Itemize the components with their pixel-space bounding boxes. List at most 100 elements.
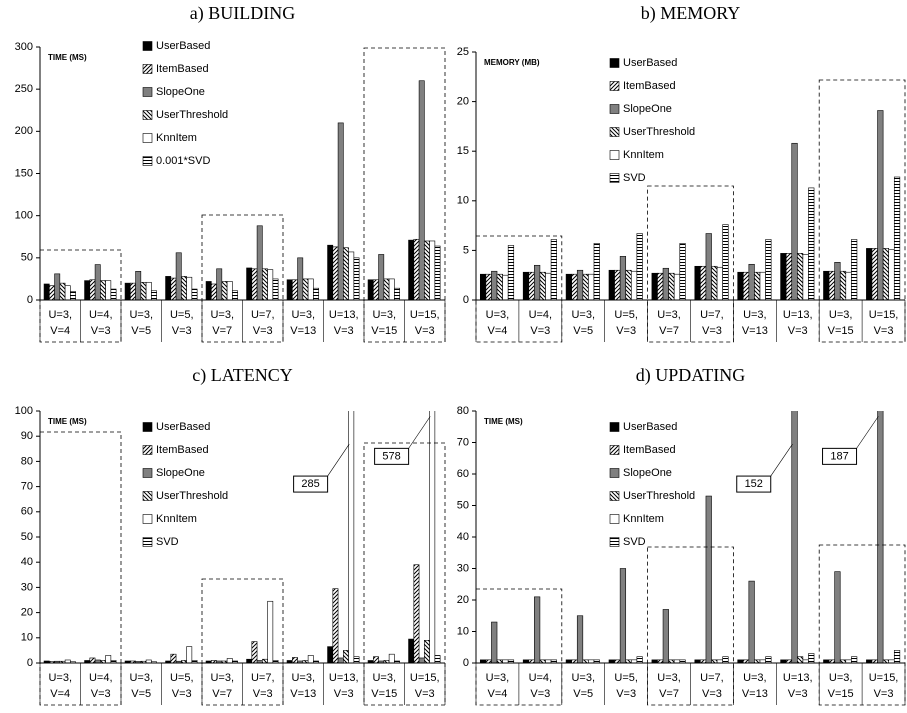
bar [834, 571, 841, 663]
bar [522, 271, 530, 300]
bar [507, 245, 515, 300]
y-tick-label: 50 [21, 252, 33, 264]
legend-label: SVD [623, 536, 646, 548]
legend-label: UserThreshold [156, 109, 228, 121]
bar [657, 272, 664, 300]
bar [851, 656, 858, 663]
bar [866, 248, 873, 300]
bar [313, 287, 319, 300]
x-tick-label: V=3 [616, 688, 636, 700]
bar [576, 615, 584, 663]
y-tick-label: 10 [457, 195, 469, 207]
bar [636, 656, 643, 663]
y-tick-label: 80 [21, 455, 33, 467]
x-tick-label: U=3, [210, 672, 234, 684]
x-tick-label: U=5, [614, 309, 638, 321]
legend-label: ItemBased [156, 63, 209, 75]
bar [105, 655, 112, 663]
bar [348, 251, 355, 300]
x-tick-label: V=3 [415, 688, 435, 700]
bar [893, 176, 901, 300]
bar [307, 655, 314, 663]
y-tick-label: 20 [457, 594, 469, 606]
y-axis-label: TIME (MS) [484, 417, 523, 426]
bar [292, 279, 298, 300]
bar [888, 249, 895, 300]
bar [337, 657, 344, 663]
y-tick-label: 70 [21, 481, 33, 493]
bar [226, 658, 233, 663]
x-tick-label: V=3 [788, 688, 808, 700]
y-tick-label: 60 [457, 468, 469, 480]
legend-swatch [142, 64, 153, 74]
x-tick-label: V=4 [488, 325, 508, 337]
bar [327, 646, 334, 663]
bar [89, 657, 96, 663]
x-tick-label: V=13 [290, 688, 316, 700]
bar [882, 248, 889, 300]
legend-swatch [609, 491, 620, 501]
y-tick-label: 300 [15, 41, 33, 53]
bar [292, 657, 298, 663]
group-box [818, 79, 906, 343]
y-tick-label: 250 [15, 83, 33, 95]
bar [100, 280, 106, 300]
bar [754, 271, 761, 300]
value-label-box [822, 447, 858, 465]
legend-swatch [609, 468, 620, 478]
bar [534, 264, 541, 300]
x-tick-label: V=15 [371, 688, 397, 700]
group-box [363, 442, 446, 706]
bar [614, 269, 621, 300]
x-tick-label: V=13 [290, 325, 316, 337]
x-tick-label: U=3, [372, 309, 396, 321]
legend-label: UserBased [623, 57, 677, 69]
y-tick-label: 40 [21, 556, 33, 568]
y-tick-label: 50 [21, 531, 33, 543]
x-tick-label: V=3 [172, 325, 192, 337]
bar [332, 246, 339, 300]
bar [608, 269, 615, 300]
legend-swatch [142, 514, 153, 524]
legend-label: UserThreshold [156, 490, 228, 502]
bar [327, 244, 334, 300]
bar [619, 568, 627, 663]
x-tick-label: U=13, [783, 672, 813, 684]
bar [373, 656, 379, 663]
bar [668, 272, 675, 300]
bar [226, 281, 233, 300]
bar [418, 80, 425, 300]
x-tick-label: U=4, [89, 672, 113, 684]
bar [619, 256, 627, 300]
bar [394, 287, 400, 300]
legend-swatch [142, 491, 153, 501]
y-tick-label: 20 [21, 607, 33, 619]
x-tick-label: U=4, [89, 309, 113, 321]
bar [378, 254, 385, 300]
bar [576, 269, 584, 300]
x-tick-label: V=3 [874, 688, 894, 700]
bar [737, 271, 744, 300]
bar [232, 290, 238, 300]
bar [388, 653, 395, 663]
y-axis-label: TIME (MS) [48, 417, 87, 426]
bar [722, 224, 729, 300]
legend-label: SVD [623, 172, 646, 184]
bar [54, 273, 61, 300]
x-tick-label: V=7 [212, 688, 232, 700]
x-tick-label: V=3 [530, 325, 550, 337]
bar [808, 653, 815, 663]
x-tick-label: U=3, [571, 672, 595, 684]
x-tick-label: U=3, [571, 309, 595, 321]
bar [246, 658, 253, 663]
legend-swatch [609, 173, 620, 183]
legend-label: KnnItem [623, 149, 664, 161]
bar [550, 239, 557, 300]
bar [124, 282, 131, 300]
value-label: 187 [830, 450, 848, 462]
bar [130, 282, 136, 300]
x-tick-label: V=3 [874, 325, 894, 337]
bar [748, 580, 755, 663]
bar [110, 288, 117, 300]
